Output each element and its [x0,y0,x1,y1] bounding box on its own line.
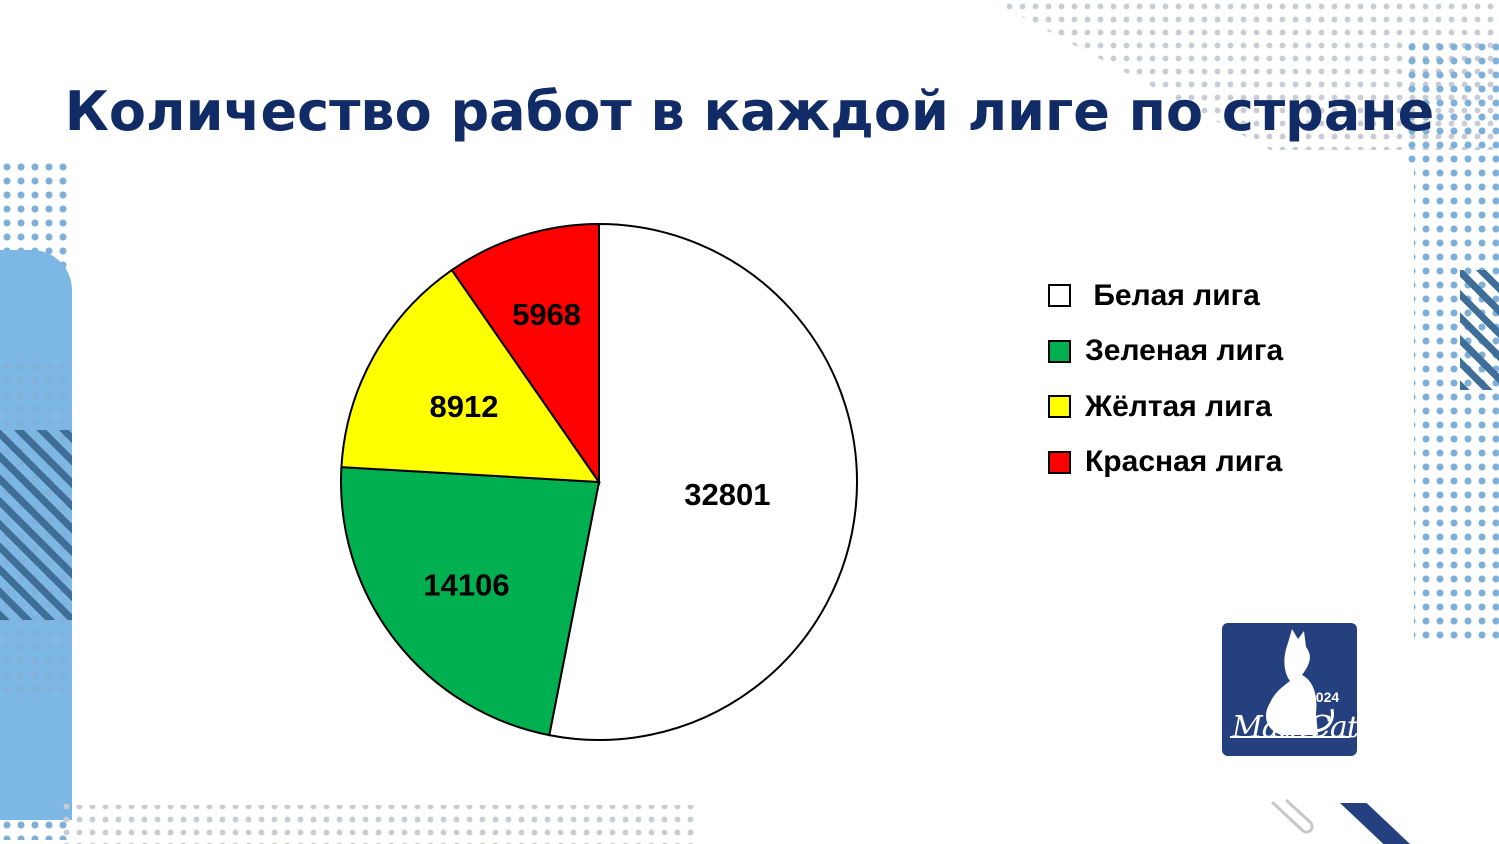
page-title: Количество работ в каждой лиге по стране [64,80,1435,144]
legend-item-yellow-league: Жёлтая лига [1048,379,1283,435]
legend-label: Зеленая лига [1085,334,1284,368]
legend-item-red-league: Красная лига [1048,435,1283,491]
pie-slice-white-league [548,222,858,741]
legend-item-white-league: Белая лига [1048,268,1283,324]
chart-legend: Белая лига Зеленая лига Жёлтая лига Крас… [1048,268,1283,490]
legend-item-green-league: Зеленая лига [1048,324,1283,380]
legend-swatch [1048,395,1071,419]
decor-stripes-right [1460,270,1499,390]
decor-stripes-left [0,430,72,620]
data-label-white-league: 32801 [684,477,770,512]
data-label-yellow-league: 8912 [429,389,498,424]
pie-slice-red-league [450,222,600,486]
pie-labels: 32801 14106 8912 5968 [423,297,770,602]
pie-slice-green-league [340,466,601,737]
legend-label: Жёлтая лига [1085,389,1272,423]
legend-swatch [1048,450,1071,474]
cat-silhouette-icon [1230,629,1350,738]
logo-wordmark: MathCat [1232,710,1357,745]
logo-year: 2024 [1308,689,1340,705]
data-label-green-league: 14106 [423,567,509,602]
legend-swatch [1048,284,1071,308]
decor-dots-bottom [60,800,700,844]
paperclip-icon [1270,798,1314,834]
pie-slice-yellow-league [340,268,601,484]
legend-label: Красная лига [1085,445,1283,479]
mathcat-logo: 2024 MathCat [1222,623,1357,756]
data-label-red-league: 5968 [512,297,581,332]
legend-swatch [1048,339,1071,363]
pie-slices [340,222,858,741]
legend-label: Белая лига [1085,278,1260,312]
